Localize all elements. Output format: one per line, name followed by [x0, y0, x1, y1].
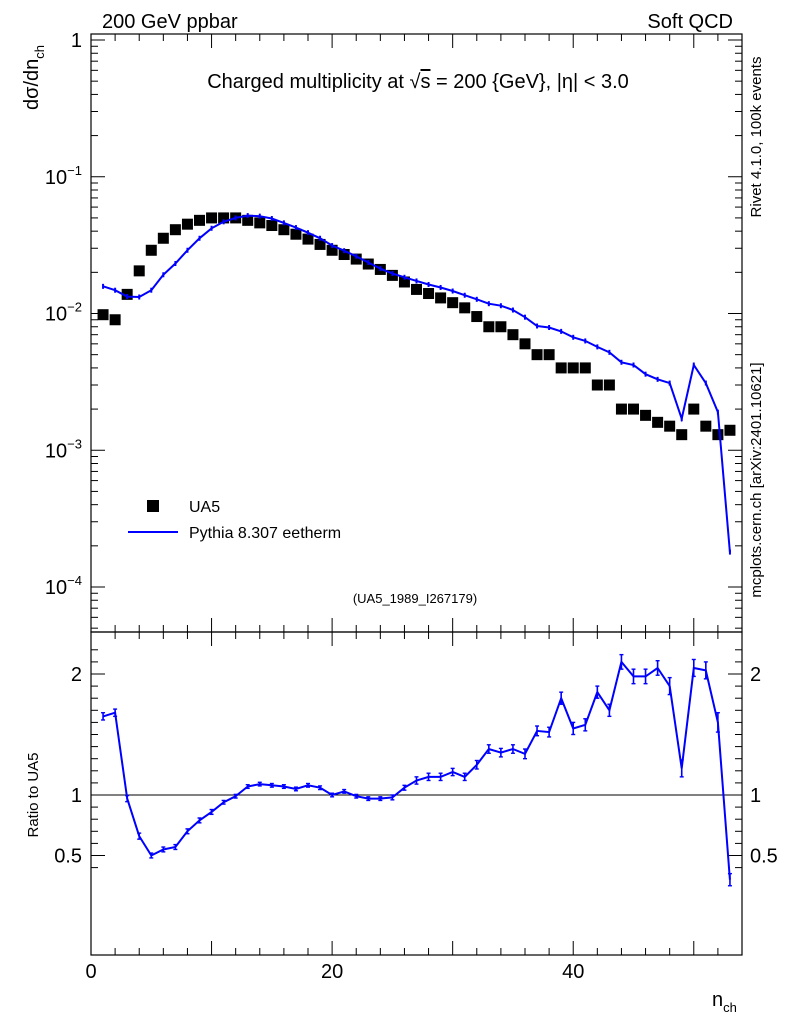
ua5-data-point — [507, 329, 519, 341]
ua5-data-point — [302, 233, 314, 245]
ratio-y-tick-label-right: 0.5 — [750, 846, 778, 868]
ua5-data-point — [543, 349, 555, 361]
legend-label-ua5: UA5 — [189, 499, 220, 516]
main-plot-title: Charged multiplicity at √s = 200 {GeV}, … — [207, 71, 629, 93]
ua5-data-point — [109, 314, 121, 326]
ua5-data-point — [145, 244, 157, 256]
ua5-data-point — [664, 420, 676, 432]
ua5-data-point — [640, 409, 652, 421]
ua5-data-point — [398, 276, 410, 288]
rivet-version-label: Rivet 4.1.0, 100k events — [748, 57, 765, 218]
ua5-data-point — [495, 321, 507, 333]
ua5-data-point — [181, 218, 193, 230]
ua5-data-points — [97, 212, 736, 441]
pythia-ratio-curve — [101, 653, 732, 887]
header-right: Soft QCD — [647, 11, 733, 33]
ua5-data-point — [615, 403, 627, 415]
ua5-data-point — [555, 362, 567, 374]
ratio-y-tick-label-left: 2 — [71, 664, 82, 686]
ua5-data-point — [628, 403, 639, 415]
ua5-data-point — [700, 420, 712, 432]
ua5-data-point — [688, 403, 700, 415]
x-axis-label: nch — [712, 989, 737, 1015]
ratio-axis-ticks: 0 20 40 0.5 0.5 1 1 2 2 — [54, 632, 778, 983]
ua5-data-point — [266, 220, 278, 232]
main-y-tick-label: 10−1 — [45, 163, 82, 189]
ua5-data-point — [579, 362, 591, 374]
ua5-data-point — [326, 244, 338, 256]
main-y-tick-label: 10−3 — [45, 436, 82, 462]
ua5-data-point — [242, 214, 254, 226]
ua5-data-point — [603, 379, 615, 391]
x-tick-label: 0 — [85, 961, 96, 983]
ua5-data-point — [591, 379, 603, 391]
ua5-data-point — [218, 212, 230, 224]
header-left: 200 GeV ppbar — [102, 11, 238, 33]
pythia-main-curve — [102, 213, 731, 555]
ratio-y-tick-label-left: 1 — [71, 785, 82, 807]
ua5-data-point — [314, 238, 326, 250]
ua5-data-point — [676, 429, 688, 441]
ua5-data-point — [531, 349, 543, 361]
legend-label-pythia: Pythia 8.307 eetherm — [189, 525, 341, 542]
ua5-data-point — [423, 288, 435, 300]
ua5-data-point — [206, 212, 218, 224]
ratio-y-axis-label: Ratio to UA5 — [25, 752, 42, 837]
ua5-data-point — [724, 424, 736, 436]
ua5-data-point — [712, 429, 724, 441]
ua5-data-point — [471, 311, 483, 323]
ua5-data-point — [157, 232, 169, 244]
main-y-tick-label: 10−2 — [45, 300, 82, 326]
ua5-data-point — [133, 265, 145, 277]
ratio-y-tick-label-right: 2 — [750, 664, 761, 686]
ratio-y-tick-label-right: 1 — [750, 785, 761, 807]
main-axis-ticks: 1 10−1 10−2 10−3 10−4 — [45, 30, 743, 632]
ua5-data-point — [567, 362, 579, 374]
ua5-data-point — [483, 321, 495, 333]
ua5-data-point — [459, 302, 471, 314]
ua5-data-point — [254, 217, 266, 229]
main-plot-frame — [90, 33, 743, 633]
ua5-data-point — [350, 253, 362, 265]
ratio-y-tick-label-left: 0.5 — [54, 846, 82, 868]
legend-marker-ua5 — [147, 500, 159, 512]
mcplots-label: mcplots.cern.ch [arXiv:2401.10621] — [748, 362, 765, 597]
main-y-tick-label: 1 — [71, 30, 82, 52]
ratio-plot-frame — [90, 631, 743, 956]
ua5-data-point — [435, 292, 447, 304]
main-y-tick-label: 10−4 — [45, 573, 82, 599]
ua5-data-point — [290, 228, 302, 240]
ua5-data-point — [97, 309, 109, 321]
analysis-watermark: (UA5_1989_I267179) — [353, 591, 477, 606]
pythia-ratio-line — [102, 659, 731, 880]
ua5-data-point — [411, 283, 422, 295]
ua5-data-point — [194, 214, 205, 226]
ua5-data-point — [447, 297, 459, 309]
x-tick-label: 20 — [321, 961, 343, 983]
ua5-data-point — [278, 224, 290, 236]
legend: UA5 Pythia 8.307 eetherm — [128, 499, 341, 542]
main-y-axis-label: dσ/dnch — [21, 45, 47, 110]
x-tick-label: 40 — [562, 961, 584, 983]
ua5-data-point — [169, 224, 181, 236]
ua5-data-point — [652, 416, 664, 428]
ua5-data-point — [338, 249, 350, 261]
ua5-data-point — [519, 338, 531, 350]
